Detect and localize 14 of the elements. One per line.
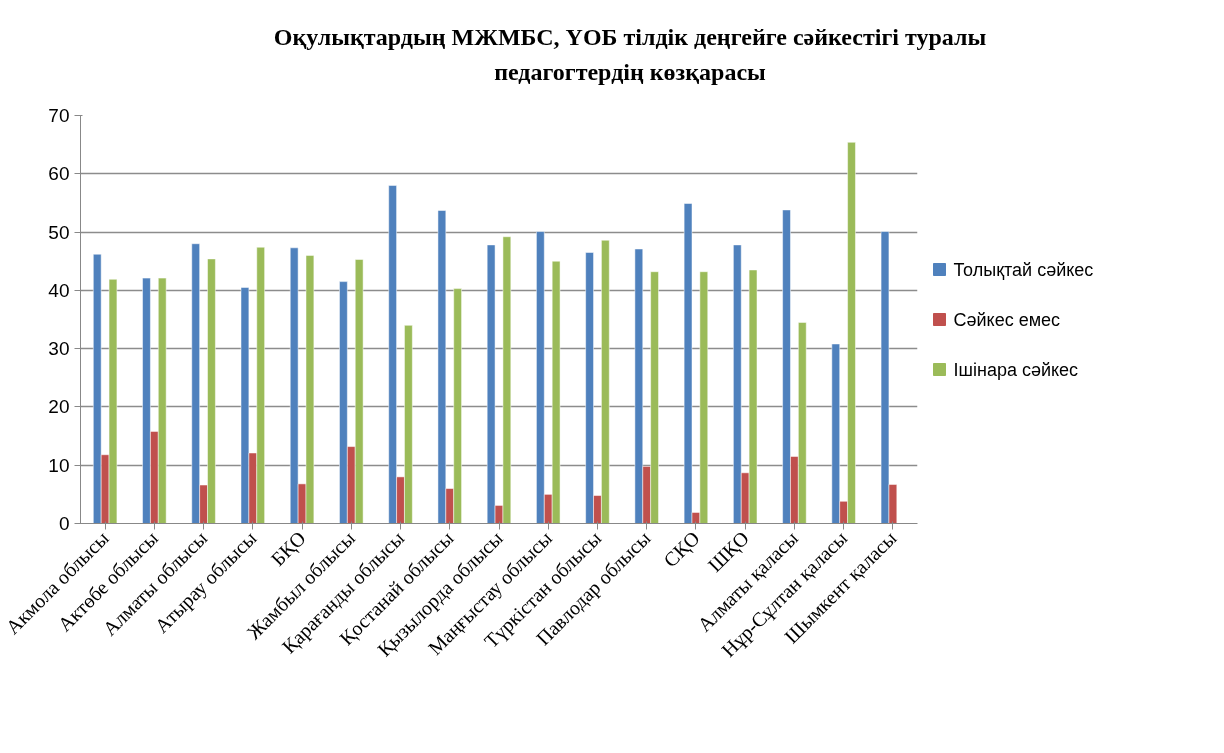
y-tick-label: 10 bbox=[48, 454, 70, 476]
y-tick-label: 30 bbox=[48, 337, 70, 359]
y-tick-label: 40 bbox=[48, 279, 70, 301]
y-tick-label: 20 bbox=[48, 396, 70, 418]
y-tick-label: 0 bbox=[58, 512, 70, 534]
legend-label: Ішінара сәйкес bbox=[953, 359, 1079, 380]
x-tick-label: СҚО bbox=[659, 526, 705, 572]
y-tick-label: 50 bbox=[48, 221, 70, 243]
chart-title: Оқулықтардың МЖМБС, ҮОБ тілдік деңгейге сәйкестігі туралы педагогтердің көзқарасы bbox=[273, 23, 987, 87]
legend-label: Сәйкес емес bbox=[953, 309, 1061, 330]
y-tick-label: 60 bbox=[48, 162, 70, 184]
legend-label: Толықтай сәйкес bbox=[953, 259, 1094, 280]
x-tick-label: БҚО bbox=[266, 526, 311, 571]
y-tick-label: 70 bbox=[48, 104, 70, 126]
